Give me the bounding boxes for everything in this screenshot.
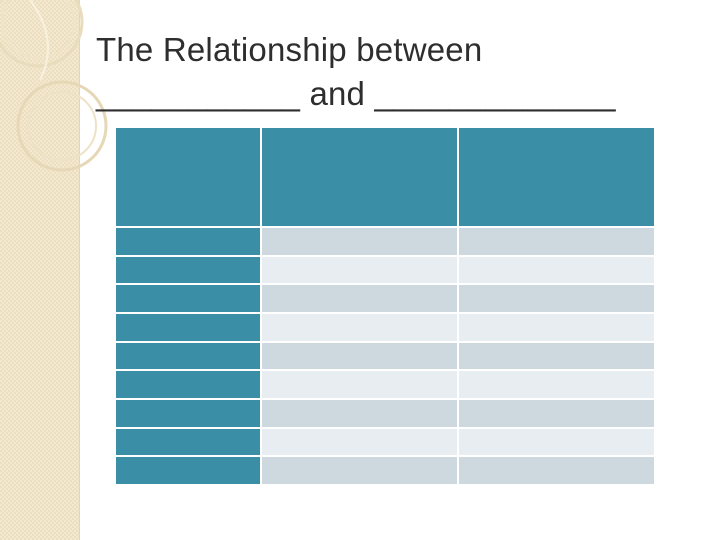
table-row-label-cell	[114, 254, 262, 286]
table-cell	[260, 254, 459, 286]
table-header-row	[114, 126, 656, 228]
table-header-cell	[457, 126, 656, 228]
decorative-circles-icon	[0, 0, 108, 172]
slide-title-line-2: ___________ and _____________	[96, 75, 616, 112]
table-cell	[457, 369, 656, 400]
table-cell	[457, 455, 656, 486]
table-header-cell	[114, 126, 262, 228]
table-row-label-cell	[114, 426, 262, 458]
table-row	[114, 283, 656, 314]
table-cell	[457, 226, 656, 257]
data-table-container	[114, 126, 656, 486]
table-cell	[260, 426, 459, 458]
table-row	[114, 226, 656, 257]
table-row	[114, 311, 656, 343]
table-row-label-cell	[114, 283, 262, 314]
table-cell	[260, 311, 459, 343]
decorative-side-band	[0, 0, 80, 540]
table-row-label-cell	[114, 455, 262, 486]
table-row-label-cell	[114, 226, 262, 257]
table-cell	[457, 397, 656, 429]
table-cell	[457, 283, 656, 314]
table-row	[114, 254, 656, 286]
table-cell	[260, 340, 459, 372]
slide-title-line-1: The Relationship between	[96, 31, 483, 68]
table-row	[114, 397, 656, 429]
table-row	[114, 426, 656, 458]
table-cell	[260, 283, 459, 314]
table-cell	[260, 369, 459, 400]
table-row-label-cell	[114, 369, 262, 400]
slide-title: The Relationship between ___________ and…	[96, 28, 696, 116]
table-row-label-cell	[114, 340, 262, 372]
table-cell	[457, 426, 656, 458]
table-row	[114, 340, 656, 372]
table-cell	[457, 254, 656, 286]
table-cell	[457, 311, 656, 343]
table-row	[114, 369, 656, 400]
table-cell	[457, 340, 656, 372]
table-cell	[260, 226, 459, 257]
table-row-label-cell	[114, 397, 262, 429]
table-cell	[260, 397, 459, 429]
data-table	[114, 126, 656, 486]
table-cell	[260, 455, 459, 486]
table-header-cell	[260, 126, 459, 228]
table-row	[114, 455, 656, 486]
table-row-label-cell	[114, 311, 262, 343]
